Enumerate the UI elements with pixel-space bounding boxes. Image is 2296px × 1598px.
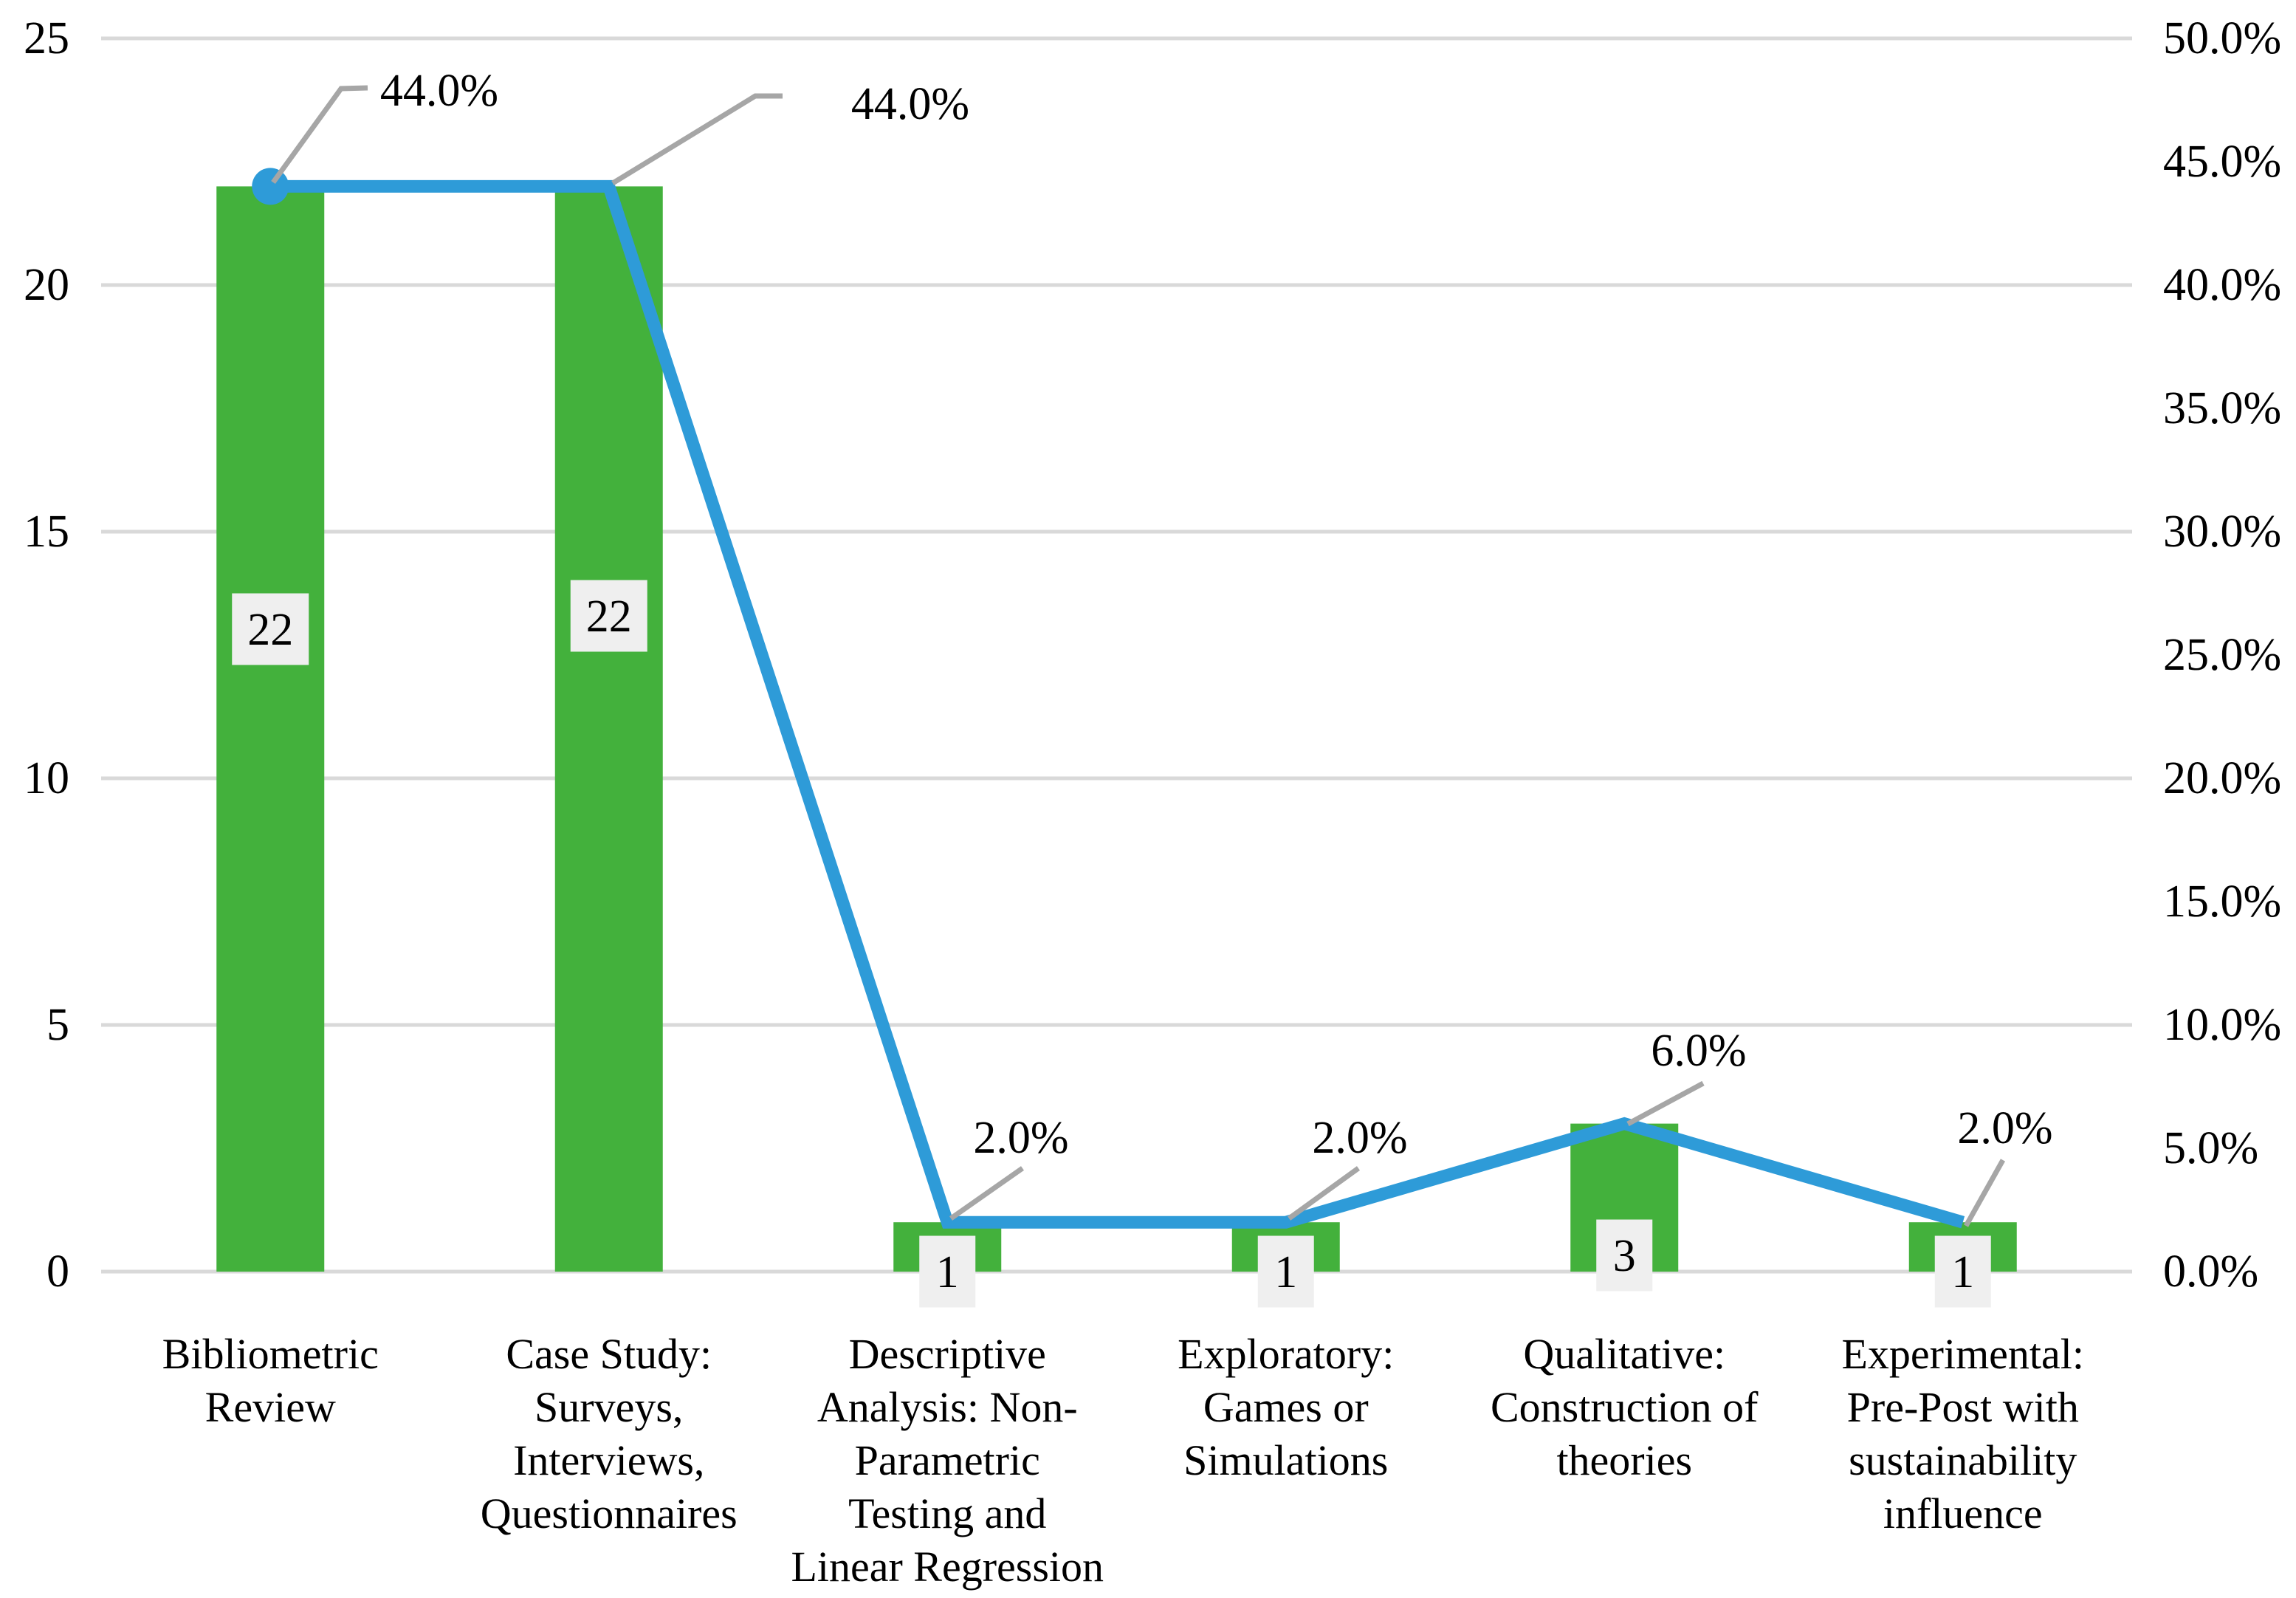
bar-value-label: 1 (936, 1247, 959, 1297)
point-marker (252, 168, 289, 205)
category-label: Qualitative: Construction of theories (1491, 1330, 1759, 1484)
callout-leader-line (1626, 1080, 1705, 1127)
line-point-callout-label: 2.0% (1312, 1113, 1407, 1163)
right-axis-tick-label: 0.0% (2163, 1246, 2259, 1297)
category-label: Descriptive Analysis: Non- Parametric Te… (791, 1330, 1104, 1591)
right-axis-tick-label: 30.0% (2163, 507, 2282, 557)
callout-leader-line (271, 85, 368, 185)
bar-value-label-box (1596, 1219, 1653, 1292)
bar-value-label-box (232, 593, 309, 665)
bar-value-label: 3 (1613, 1231, 1636, 1281)
right-axis-tick-label: 10.0% (2163, 1000, 2282, 1050)
line-point-callout-label: 2.0% (1957, 1103, 2052, 1153)
right-axis-tick-label: 40.0% (2163, 260, 2282, 310)
left-axis-tick-label: 5 (47, 1000, 69, 1050)
bar (554, 186, 663, 1272)
callout-leader-line (611, 93, 783, 185)
bar-value-label: 1 (1274, 1247, 1297, 1297)
right-axis-tick-label: 45.0% (2163, 137, 2282, 187)
category-label: Bibliometric Review (162, 1330, 379, 1431)
bar (216, 186, 325, 1272)
callout-leader-line (1963, 1159, 2006, 1227)
line-point-callout-label: 44.0% (851, 79, 969, 129)
line-point-callout-label: 2.0% (973, 1113, 1068, 1163)
left-axis-tick-label: 25 (24, 13, 69, 64)
left-axis-tick-label: 10 (24, 753, 69, 803)
bar-value-label: 1 (1951, 1247, 1974, 1297)
bar-value-label: 22 (586, 591, 632, 642)
bar-value-label: 22 (247, 605, 293, 655)
line-point-callout-label: 44.0% (380, 66, 498, 116)
bar-value-label-box (1257, 1235, 1314, 1308)
right-axis-tick-label: 15.0% (2163, 877, 2282, 927)
left-axis-tick-label: 20 (24, 260, 69, 310)
line-point-callout-label: 6.0% (1651, 1026, 1746, 1076)
right-axis-tick-label: 35.0% (2163, 383, 2282, 433)
right-axis-tick-label: 20.0% (2163, 753, 2282, 803)
right-axis-tick-label: 5.0% (2163, 1123, 2259, 1173)
bar-value-label-box (570, 580, 647, 652)
callout-leader-line (1287, 1166, 1361, 1221)
right-axis-tick-label: 50.0% (2163, 13, 2282, 64)
trend-line (270, 179, 1965, 1229)
callout-leader-line (949, 1166, 1025, 1221)
bar-value-label-box (919, 1235, 976, 1308)
category-label: Exploratory: Games or Simulations (1178, 1330, 1395, 1484)
bar-value-label-box (1934, 1235, 1991, 1308)
category-label: Case Study: Surveys, Interviews, Questio… (480, 1330, 738, 1537)
left-axis-tick-label: 0 (47, 1246, 69, 1297)
right-axis-tick-label: 25.0% (2163, 630, 2282, 680)
left-axis-tick-label: 15 (24, 507, 69, 557)
category-label: Experimental: Pre-Post with sustainabili… (1841, 1330, 2085, 1537)
